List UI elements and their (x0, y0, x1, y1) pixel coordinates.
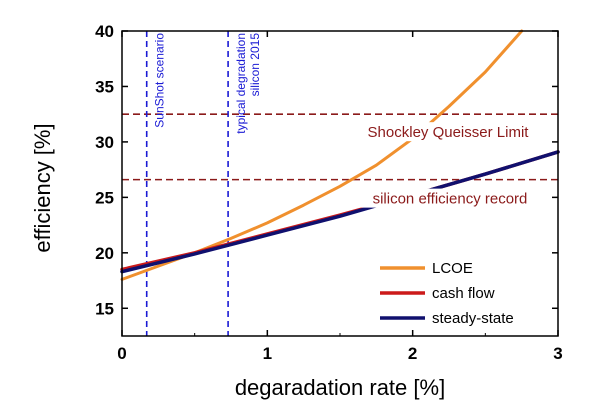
y-tick-label: 20 (95, 244, 114, 263)
vline-label-group-1: typical degradation silicon 2015 (234, 33, 262, 134)
series-line-cash-flow (120, 150, 560, 272)
reference-lines (122, 31, 558, 336)
y-tick-label: 40 (95, 22, 114, 41)
annotations: Shockley Queisser Limit silicon efficienc… (153, 33, 559, 208)
x-axis-label: degaradation rate [%] (235, 375, 445, 400)
legend-label-cash-flow: cash flow (432, 285, 495, 302)
x-tick-label: 0 (117, 344, 126, 363)
hline-label-0: Shockley Queisser Limit (368, 124, 530, 141)
vline-label-1-0: typical degradation (234, 33, 248, 134)
y-tick-label: 25 (95, 188, 114, 207)
y-tick-label: 35 (95, 77, 114, 96)
legend: LCOE cash flow steady-state (380, 260, 514, 327)
series-line-LCOE (120, 29, 524, 281)
hline-label-bg-1 (345, 188, 555, 208)
vline-label-group-0: SunShot scenario (153, 33, 167, 128)
y-tick-label: 30 (95, 133, 114, 152)
x-tick-label: 2 (408, 344, 417, 363)
series-line-steady-state (120, 150, 560, 274)
vline-label-0-0: SunShot scenario (153, 33, 167, 128)
x-tick-label: 1 (263, 344, 272, 363)
y-axis-label: efficiency [%] (30, 123, 55, 252)
legend-label-steady-state: steady-state (432, 310, 514, 327)
y-tick-label: 15 (95, 299, 114, 318)
legend-label-LCOE: LCOE (432, 260, 473, 277)
x-tick-label: 3 (553, 344, 562, 363)
vline-label-1-1: silicon 2015 (248, 33, 262, 97)
series-lines (120, 29, 560, 281)
hline-label-bg-0 (337, 122, 559, 142)
hline-label-1: silicon efficiency record (373, 191, 528, 208)
axes: 0 1 2 3 15 20 25 30 35 40 (95, 22, 563, 363)
